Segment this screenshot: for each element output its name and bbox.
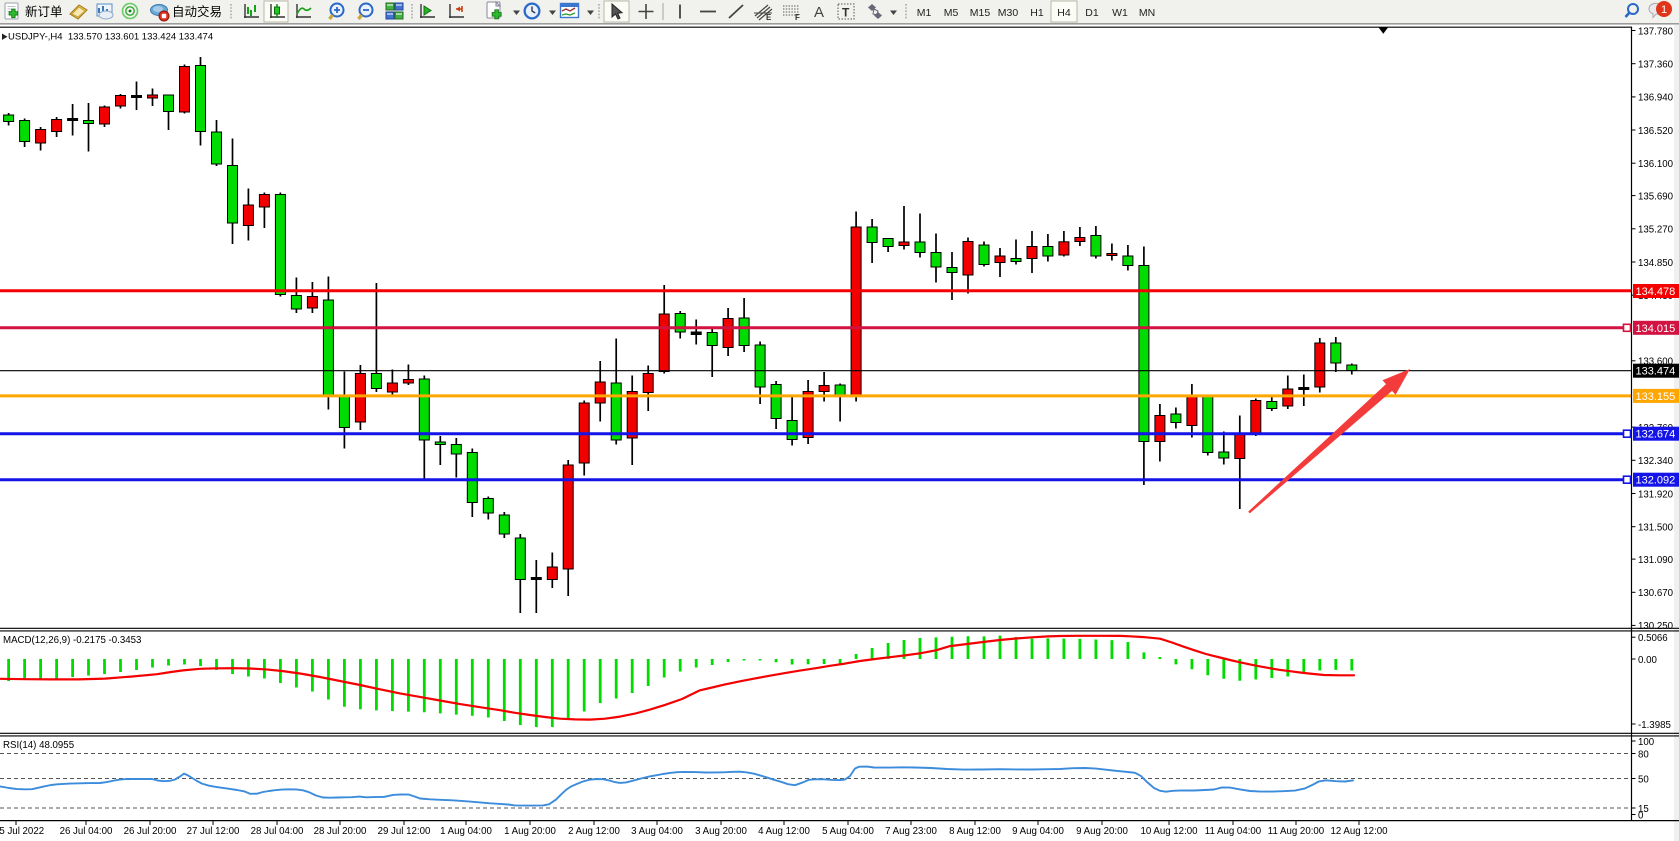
svg-text:0.5066: 0.5066 [1638,633,1668,644]
svg-text:100: 100 [1638,737,1655,748]
svg-text:5 Aug 04:00: 5 Aug 04:00 [822,826,874,837]
svg-text:10 Aug 12:00: 10 Aug 12:00 [1140,826,1198,837]
svg-text:D1: D1 [1085,7,1099,19]
svg-text:1 Aug 20:00: 1 Aug 20:00 [504,826,556,837]
svg-text:15: 15 [1638,804,1649,815]
svg-text:自动交易: 自动交易 [172,4,222,19]
svg-text:133.474: 133.474 [1636,366,1676,378]
svg-text:9 Aug 20:00: 9 Aug 20:00 [1076,826,1128,837]
svg-text:134.478: 134.478 [1636,286,1676,298]
svg-text:133.155: 133.155 [1636,391,1676,403]
svg-text:131.920: 131.920 [1638,489,1674,500]
svg-text:0: 0 [1638,810,1644,821]
svg-text:130.250: 130.250 [1638,621,1674,632]
svg-text:26 Jul 20:00: 26 Jul 20:00 [124,826,177,837]
svg-text:3 Aug 20:00: 3 Aug 20:00 [695,826,747,837]
svg-text:M5: M5 [944,7,959,19]
svg-text:11 Aug 04:00: 11 Aug 04:00 [1205,826,1262,837]
svg-text:H4: H4 [1057,7,1071,19]
svg-text:E: E [766,13,772,22]
svg-text:4 Aug 12:00: 4 Aug 12:00 [758,826,810,837]
svg-text:136.940: 136.940 [1638,93,1674,104]
svg-text:132.092: 132.092 [1636,475,1676,487]
svg-text:132.674: 132.674 [1636,429,1676,441]
svg-text:1: 1 [1661,4,1667,16]
svg-text:0.00: 0.00 [1638,655,1657,666]
svg-text:12 Aug 12:00: 12 Aug 12:00 [1330,826,1388,837]
svg-text:T: T [842,6,850,20]
svg-text:MN: MN [1139,7,1155,19]
svg-text:F: F [795,13,800,22]
svg-text:2 Aug 12:00: 2 Aug 12:00 [568,826,620,837]
svg-text:M1: M1 [917,7,932,19]
svg-text:28 Jul 20:00: 28 Jul 20:00 [314,826,367,837]
svg-text:11 Aug 20:00: 11 Aug 20:00 [1268,826,1325,837]
svg-text:29 Jul 12:00: 29 Jul 12:00 [378,826,431,837]
svg-text:133.600: 133.600 [1638,357,1674,368]
svg-text:3 Aug 04:00: 3 Aug 04:00 [631,826,683,837]
svg-text:27 Jul 12:00: 27 Jul 12:00 [187,826,240,837]
svg-text:130.670: 130.670 [1638,588,1674,599]
svg-text:80: 80 [1638,749,1649,760]
svg-text:W1: W1 [1112,7,1128,19]
svg-text:9 Aug 04:00: 9 Aug 04:00 [1012,826,1064,837]
svg-text:RSI(14) 48.0955: RSI(14) 48.0955 [3,740,74,751]
svg-text:8 Aug 12:00: 8 Aug 12:00 [949,826,1001,837]
svg-text:137.360: 137.360 [1638,60,1674,71]
svg-text:A: A [814,4,824,21]
svg-text:新订单: 新订单 [25,4,63,19]
svg-text:USDJPY-,H4 133.570 133.601 13: USDJPY-,H4 133.570 133.601 133.424 133.4… [8,32,213,43]
svg-text:26 Jul 04:00: 26 Jul 04:00 [60,826,113,837]
svg-text:134.850: 134.850 [1638,258,1674,269]
svg-text:135.690: 135.690 [1638,191,1674,202]
svg-text:25 Jul 2022: 25 Jul 2022 [0,826,44,837]
svg-text:28 Jul 04:00: 28 Jul 04:00 [251,826,304,837]
svg-text:M30: M30 [998,7,1019,19]
svg-text:1 Aug 04:00: 1 Aug 04:00 [440,826,492,837]
svg-text:131.090: 131.090 [1638,555,1674,566]
svg-text:136.100: 136.100 [1638,159,1674,170]
svg-text:136.520: 136.520 [1638,126,1674,137]
svg-text:M15: M15 [970,7,991,19]
svg-text:-1.3985: -1.3985 [1638,720,1671,731]
svg-text:MACD(12,26,9) -0.2175 -0.3453: MACD(12,26,9) -0.2175 -0.3453 [3,635,141,646]
svg-text:50: 50 [1638,774,1649,785]
svg-text:137.780: 137.780 [1638,26,1674,37]
svg-text:134.015: 134.015 [1636,323,1676,335]
svg-text:132.340: 132.340 [1638,456,1674,467]
svg-text:135.270: 135.270 [1638,225,1674,236]
svg-text:H1: H1 [1030,7,1044,19]
svg-text:7 Aug 23:00: 7 Aug 23:00 [885,826,937,837]
svg-text:131.500: 131.500 [1638,523,1674,534]
